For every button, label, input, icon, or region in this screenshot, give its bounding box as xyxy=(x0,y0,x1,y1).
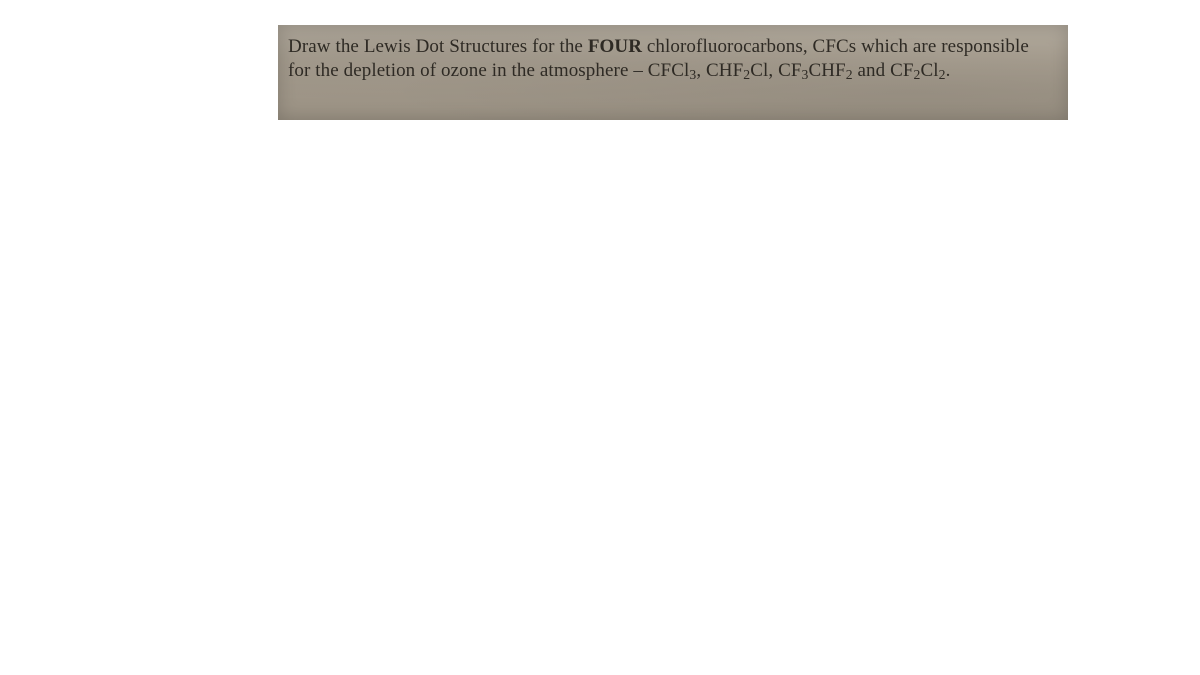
sub-4: 2 xyxy=(846,67,853,82)
text-bold-four: FOUR xyxy=(588,36,642,57)
scanned-paper-strip: Draw the Lewis Dot Structures for the FO… xyxy=(278,25,1068,120)
text-seg-1: Draw the Lewis Dot Structures for the xyxy=(288,36,588,57)
text-seg-5: CHF xyxy=(808,60,845,81)
text-seg-4: Cl, CF xyxy=(750,60,801,81)
text-seg-8: . xyxy=(946,60,951,81)
sub-6: 2 xyxy=(939,67,946,82)
question-text: Draw the Lewis Dot Structures for the FO… xyxy=(288,35,1054,84)
text-seg-6: and CF xyxy=(853,60,914,81)
text-seg-3: , CHF xyxy=(696,60,743,81)
text-seg-7: Cl xyxy=(920,60,938,81)
